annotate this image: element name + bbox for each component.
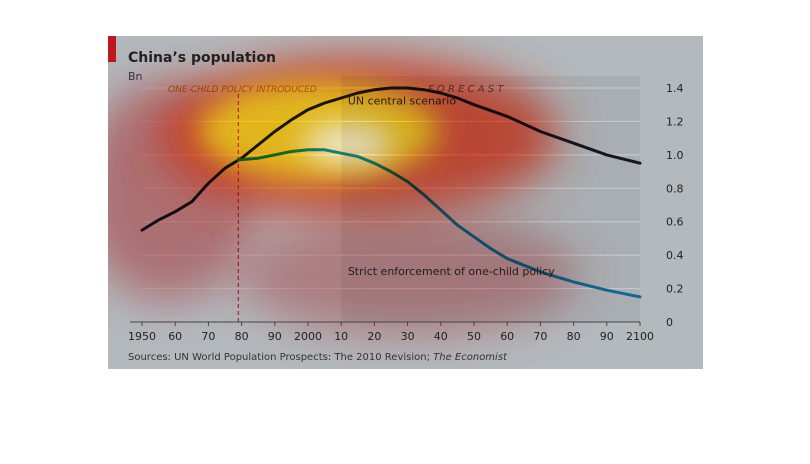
y-tick-label: 1.2	[666, 115, 684, 128]
x-tick-label: 10	[334, 330, 348, 343]
x-tick-label: 60	[500, 330, 514, 343]
y-tick-label: 0.4	[666, 249, 684, 262]
x-tick-label: 2000	[294, 330, 322, 343]
x-tick-label: 80	[235, 330, 249, 343]
x-tick-label: 50	[467, 330, 481, 343]
chart-title: China’s population	[128, 50, 276, 66]
x-tick-label: 1950	[128, 330, 156, 343]
attention-heatmap-overlay	[108, 36, 703, 369]
chart-card: ONE-CHILD POLICY INTRODUCEDF O R E C A S…	[108, 36, 703, 369]
y-tick-label: 0	[666, 316, 673, 329]
x-tick-label: 2100	[626, 330, 654, 343]
y-axis-unit: Bn	[128, 70, 143, 83]
x-tick-label: 90	[600, 330, 614, 343]
y-tick-label: 1.4	[666, 82, 684, 95]
x-tick-label: 90	[268, 330, 282, 343]
heatmap-core-blob	[303, 124, 393, 164]
source-prefix: Sources: UN World Population Prospects: …	[128, 352, 433, 363]
x-tick-label: 70	[201, 330, 215, 343]
x-tick-label: 80	[567, 330, 581, 343]
y-tick-label: 0.8	[666, 182, 684, 195]
source-note: Sources: UN World Population Prospects: …	[128, 352, 508, 363]
chart-svg: ONE-CHILD POLICY INTRODUCEDF O R E C A S…	[108, 36, 703, 369]
x-tick-label: 70	[533, 330, 547, 343]
source-italic: The Economist	[433, 352, 508, 363]
x-tick-label: 30	[401, 330, 415, 343]
y-tick-label: 1.0	[666, 149, 684, 162]
heatmap-red-blob	[238, 216, 578, 336]
axes: 1950 60 70 80 90 2000 10 20 30 40 50 60 70 80 90 2100 0 0…	[128, 82, 684, 343]
x-tick-label: 40	[434, 330, 448, 343]
y-tick-label: 0.6	[666, 216, 684, 229]
x-tick-label: 60	[168, 330, 182, 343]
accent-bar	[108, 36, 116, 62]
y-tick-label: 0.2	[666, 283, 684, 296]
x-tick-label: 20	[367, 330, 381, 343]
